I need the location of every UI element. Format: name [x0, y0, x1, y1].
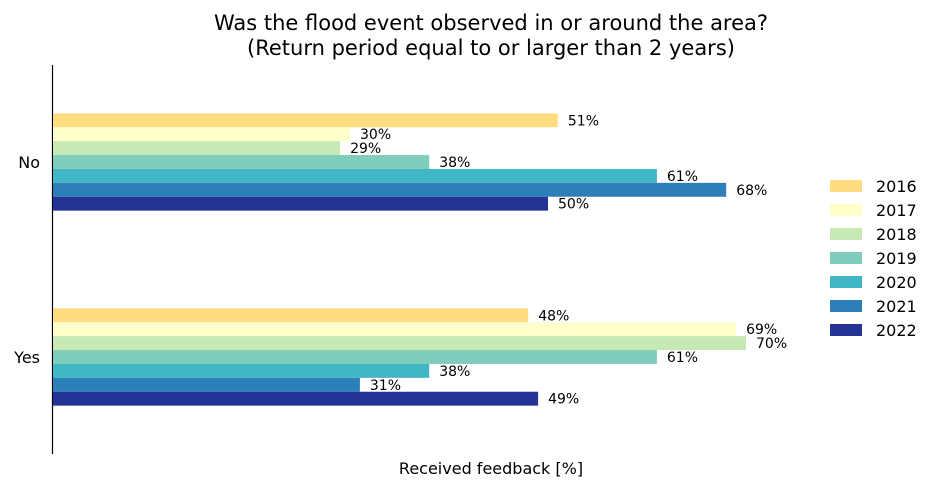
bar-2020-no — [53, 168, 657, 183]
x-axis-label: Received feedback [%] — [399, 459, 583, 478]
legend-swatch-2021 — [830, 300, 862, 312]
bar-2022-yes — [53, 391, 539, 406]
legend-label-2017: 2017 — [876, 201, 917, 220]
data-label: 68% — [736, 183, 767, 199]
bar-2016-no — [53, 113, 558, 128]
legend-swatch-2017 — [830, 204, 862, 216]
data-label: 61% — [667, 169, 698, 185]
bar-2016-yes — [53, 308, 529, 323]
chart-title: Was the flood event observed in or aroun… — [214, 11, 768, 35]
legend-label-2019: 2019 — [876, 249, 917, 268]
bar-2018-yes — [53, 336, 746, 351]
data-label: 29% — [350, 141, 381, 157]
bar-2017-no — [53, 127, 350, 142]
legend-label-2021: 2021 — [876, 297, 917, 316]
bar-2021-no — [53, 182, 727, 197]
data-label: 50% — [558, 197, 589, 213]
chart-subtitle: (Return period equal to or larger than 2… — [247, 36, 735, 60]
legend-swatch-2020 — [830, 276, 862, 288]
data-label: 38% — [439, 155, 470, 171]
bar-2022-no — [53, 196, 548, 211]
legend-label-2022: 2022 — [876, 321, 917, 340]
legend-label-2020: 2020 — [876, 273, 917, 292]
data-label: 61% — [667, 350, 698, 366]
bar-2017-yes — [53, 322, 737, 337]
bar-2018-no — [53, 141, 341, 156]
legend-swatch-2016 — [830, 180, 862, 192]
data-label: 70% — [756, 336, 787, 352]
data-label: 31% — [370, 378, 401, 394]
data-label: 69% — [746, 322, 777, 338]
legend-label-2018: 2018 — [876, 225, 917, 244]
y-tick-label: Yes — [13, 348, 40, 367]
legend-swatch-2019 — [830, 252, 862, 264]
y-tick-label: No — [18, 153, 40, 172]
bar-2019-no — [53, 155, 430, 169]
bar-2019-yes — [53, 350, 657, 364]
data-label: 48% — [538, 308, 569, 324]
data-label: 51% — [568, 113, 599, 129]
legend-swatch-2018 — [830, 228, 862, 240]
legend-swatch-2022 — [830, 324, 862, 336]
data-label: 49% — [548, 392, 579, 408]
bar-2021-yes — [53, 377, 360, 392]
bar-2020-yes — [53, 363, 430, 378]
data-label: 38% — [439, 364, 470, 380]
data-label: 30% — [360, 127, 391, 143]
legend-label-2016: 2016 — [876, 177, 917, 196]
